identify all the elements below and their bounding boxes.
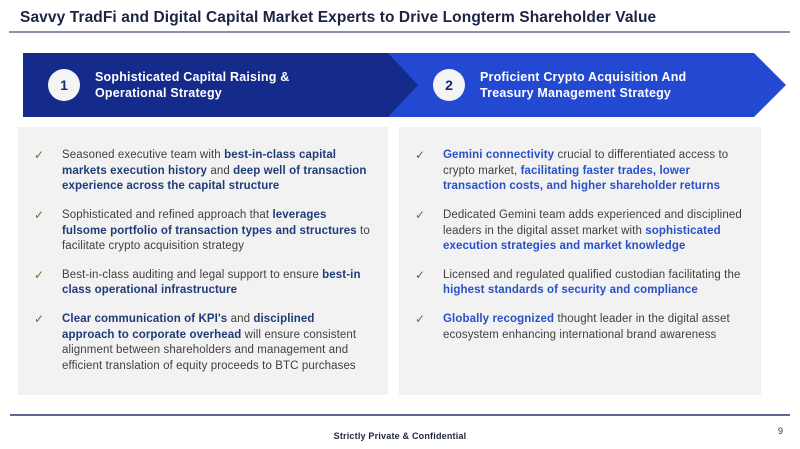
bullet-text: Dedicated Gemini team adds experienced a… bbox=[443, 208, 742, 253]
check-icon: ✓ bbox=[415, 148, 426, 162]
bullet-item: ✓ Best-in-class auditing and legal suppor… bbox=[30, 268, 370, 299]
step-2-badge: 2 bbox=[433, 69, 465, 101]
bullet-item: ✓ Licensed and regulated qualified custod… bbox=[411, 268, 743, 299]
bullet-text: Seasoned executive team with best-in-cla… bbox=[62, 149, 367, 193]
bullet-item: ✓ Seasoned executive team with best-in-cl… bbox=[30, 148, 370, 195]
check-icon: ✓ bbox=[34, 207, 45, 222]
panel-capital-raising: ✓ Seasoned executive team with best-in-cl… bbox=[18, 127, 388, 395]
step-2-number: 2 bbox=[445, 77, 453, 93]
bullet-item: ✓ Globally recognized thought leader in t… bbox=[411, 312, 743, 343]
check-icon: ✓ bbox=[34, 312, 45, 326]
banner-step-1: 1 Sophisticated Capital Raising & Operat… bbox=[23, 53, 418, 117]
check-icon: ✓ bbox=[415, 207, 426, 222]
bullet-text: Licensed and regulated qualified custodi… bbox=[443, 268, 741, 297]
bullet-text: Clear communication of KPI's and discipl… bbox=[62, 313, 357, 372]
panel-crypto-treasury: ✓ Gemini connectivity crucial to differen… bbox=[399, 127, 761, 395]
bullet-item: ✓ Dedicated Gemini team adds experienced … bbox=[411, 208, 743, 255]
bullet-text: Gemini connectivity crucial to different… bbox=[443, 149, 729, 193]
bullet-text: Sophisticated and refined approach that … bbox=[62, 208, 370, 253]
bullet-item: ✓ Clear communication of KPI's and discip… bbox=[30, 312, 370, 375]
banner-2-title: Proficient Crypto Acquisition And Treasu… bbox=[480, 69, 687, 100]
bullet-item: ✓ Gemini connectivity crucial to differen… bbox=[411, 148, 743, 195]
step-1-badge: 1 bbox=[48, 69, 80, 101]
step-1-number: 1 bbox=[60, 77, 68, 93]
confidential-label: Strictly Private & Confidential bbox=[333, 431, 467, 441]
bullet-text: Best-in-class auditing and legal support… bbox=[62, 268, 361, 297]
check-icon: ✓ bbox=[34, 267, 45, 282]
title-divider bbox=[9, 31, 790, 33]
banner-1-title: Sophisticated Capital Raising & Operatio… bbox=[95, 69, 290, 100]
bullet-text: Globally recognized thought leader in th… bbox=[443, 313, 730, 341]
check-icon: ✓ bbox=[34, 148, 45, 162]
footer-divider bbox=[10, 414, 790, 416]
page-number: 9 bbox=[777, 426, 783, 436]
check-icon: ✓ bbox=[415, 312, 426, 326]
banner-step-2: 2 Proficient Crypto Acquisition And Trea… bbox=[386, 53, 786, 117]
slide-title: Savvy TradFi and Digital Capital Market … bbox=[20, 9, 657, 26]
check-icon: ✓ bbox=[415, 267, 426, 282]
bullet-item: ✓ Sophisticated and refined approach that… bbox=[30, 208, 370, 255]
